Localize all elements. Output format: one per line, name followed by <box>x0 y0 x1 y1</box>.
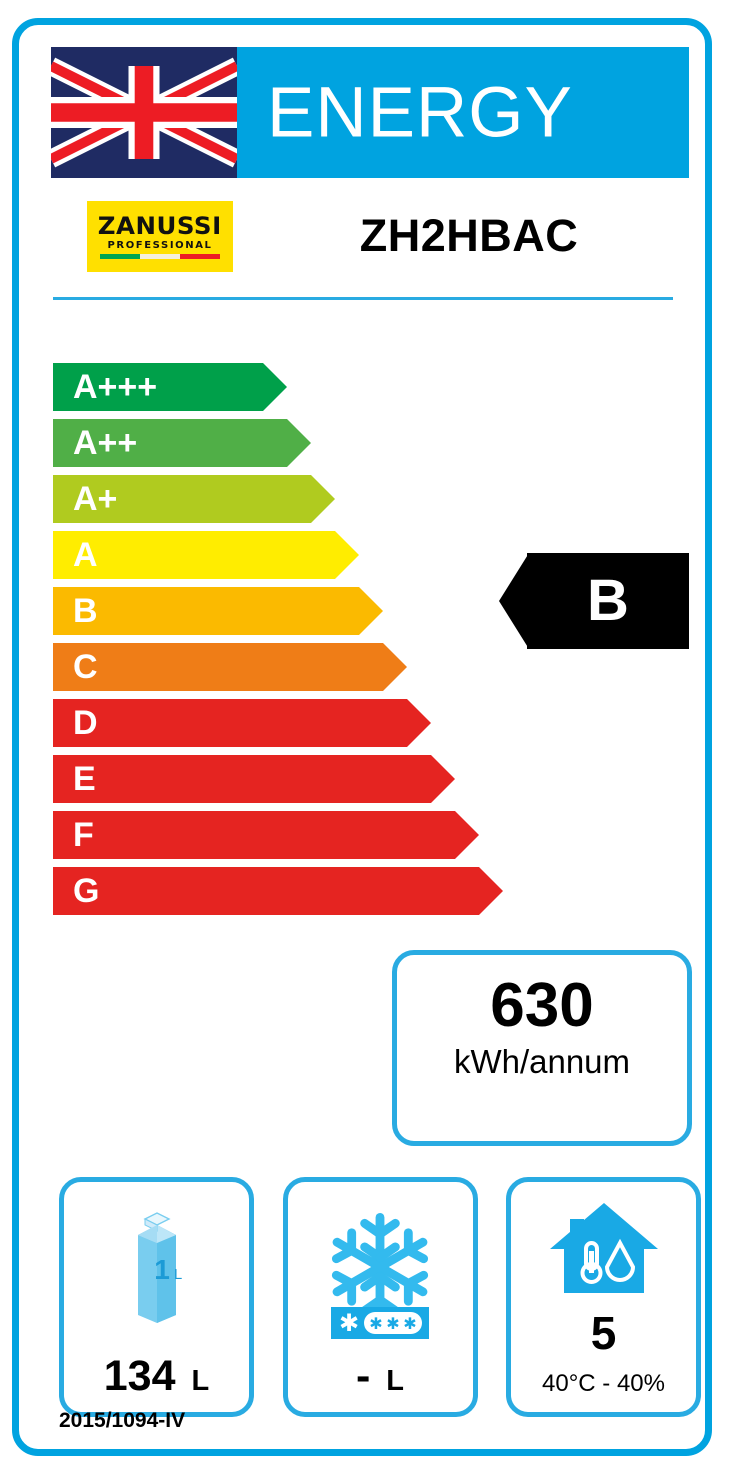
scale-grade-label: F <box>73 816 94 854</box>
freezer-volume-box: ✱ ✱ ✱ ✱ - L <box>282 1177 478 1417</box>
scale-row-D: D <box>53 699 693 747</box>
snowflake-icon <box>288 1192 473 1342</box>
scale-row-F: F <box>53 811 693 859</box>
scale-row-B: B <box>53 587 693 635</box>
svg-text:✱: ✱ <box>403 1314 416 1333</box>
milk-carton-icon: 1 L <box>64 1192 249 1342</box>
scale-bar-tip <box>383 643 407 691</box>
fridge-volume-unit: L <box>191 1365 210 1397</box>
scale-row-E: E <box>53 755 693 803</box>
scale-bar: A+++ <box>53 363 287 411</box>
climate-class-range: 40°C - 40% <box>542 1370 665 1397</box>
brand-subtitle: PROFESSIONAL <box>107 240 213 251</box>
rating-arrow-point <box>499 553 529 649</box>
header-divider <box>53 297 673 300</box>
energy-label: ENERGY ZANUSSI PROFESSIONAL ZH2HBAC A+++… <box>12 18 712 1456</box>
scale-row-Aplusplusplus: A+++ <box>53 363 693 411</box>
svg-text:✱: ✱ <box>369 1314 382 1333</box>
scale-row-G: G <box>53 867 693 915</box>
rating-arrow-body <box>527 553 689 649</box>
svg-text:✱: ✱ <box>386 1314 399 1333</box>
scale-grade-label: B <box>73 592 98 630</box>
rating-arrow: B <box>499 553 689 649</box>
svg-text:L: L <box>173 1266 181 1283</box>
scale-grade-label: G <box>73 872 100 910</box>
scale-bar: F <box>53 811 479 859</box>
brand-logo: ZANUSSI PROFESSIONAL <box>87 201 233 272</box>
energy-word: ENERGY <box>267 73 573 152</box>
italian-flag-stripe <box>100 254 220 259</box>
scale-row-C: C <box>53 643 693 691</box>
scale-bar: G <box>53 867 503 915</box>
fridge-volume-value: 134 <box>103 1352 176 1400</box>
scale-grade-label: A+ <box>73 480 118 518</box>
scale-grade-label: C <box>73 648 98 686</box>
scale-bar: B <box>53 587 383 635</box>
scale-bar-tip <box>311 475 335 523</box>
uk-flag-icon <box>51 47 237 178</box>
scale-row-Aplus: A+ <box>53 475 693 523</box>
consumption-value: 630 <box>490 971 594 1040</box>
scale-grade-label: A <box>73 536 98 574</box>
climate-class-value: 5 <box>590 1307 617 1359</box>
freezer-volume-unit: L <box>386 1365 405 1397</box>
scale-bar: A+ <box>53 475 335 523</box>
house-climate-icon <box>511 1190 696 1310</box>
scale-bar-tip <box>431 755 455 803</box>
consumption-unit: kWh/annum <box>453 1043 631 1081</box>
brand-name: ZANUSSI <box>98 212 222 240</box>
efficiency-scale: A+++ A++ A+ A B C D E F G <box>53 363 693 923</box>
freezer-star-rating-badge: ✱ ✱ ✱ ✱ <box>331 1307 429 1344</box>
info-boxes: 1 L 134 L <box>59 1177 701 1417</box>
energy-banner: ENERGY <box>237 47 689 178</box>
scale-grade-label: A++ <box>73 424 138 462</box>
scale-bar-tip <box>263 363 287 411</box>
scale-row-Aplusplus: A++ <box>53 419 693 467</box>
scale-bar-tip <box>287 419 311 467</box>
scale-bar: A++ <box>53 419 311 467</box>
regulation-reference: 2015/1094-IV <box>59 1409 186 1432</box>
scale-grade-label: A+++ <box>73 368 158 406</box>
freezer-volume-footer: - L <box>288 1355 473 1398</box>
scale-row-A: A <box>53 531 693 579</box>
svg-text:1: 1 <box>154 1254 170 1285</box>
scale-grade-label: D <box>73 704 98 742</box>
consumption-box: 630 kWh/annum <box>392 950 692 1146</box>
scale-grade-label: E <box>73 760 96 798</box>
scale-bar: A <box>53 531 359 579</box>
scale-bar-tip <box>335 531 359 579</box>
fridge-volume-box: 1 L 134 L <box>59 1177 254 1417</box>
climate-class-box: 5 40°C - 40% <box>506 1177 701 1417</box>
scale-bar-tip <box>479 867 503 915</box>
svg-text:✱: ✱ <box>339 1309 359 1337</box>
scale-bar-tip <box>359 587 383 635</box>
scale-bar: E <box>53 755 455 803</box>
scale-bar-tip <box>407 699 431 747</box>
scale-bar-tip <box>455 811 479 859</box>
rating-grade: B <box>587 568 629 633</box>
model-name: ZH2HBAC <box>359 210 579 261</box>
scale-bar: C <box>53 643 407 691</box>
scale-bar: D <box>53 699 431 747</box>
fridge-volume-footer: 134 L <box>64 1355 249 1398</box>
freezer-volume-value: - <box>355 1352 371 1400</box>
